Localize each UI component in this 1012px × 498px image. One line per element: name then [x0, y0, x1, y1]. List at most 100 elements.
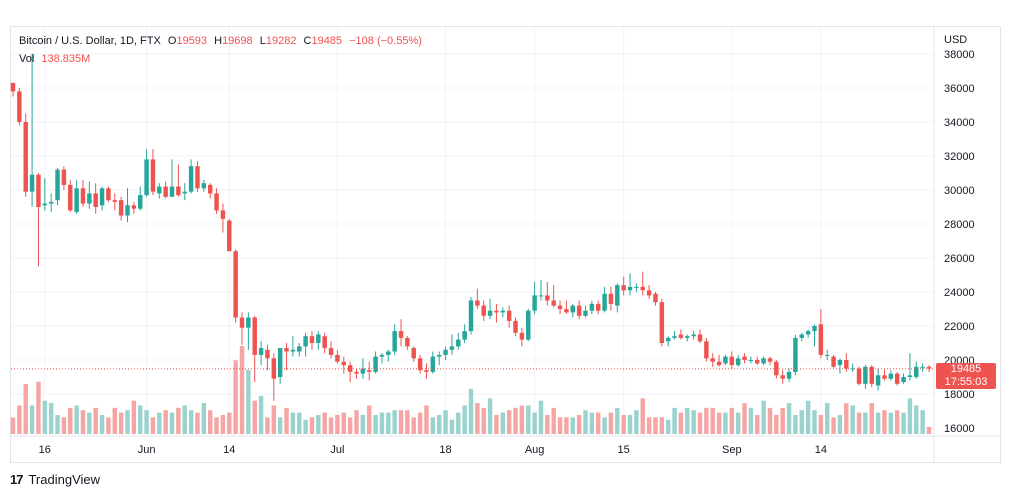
candle-body — [589, 303, 595, 311]
candle-body — [646, 290, 652, 296]
volume-bar — [10, 417, 16, 434]
candle-body — [920, 366, 925, 368]
bar-countdown: 17:55:03 — [944, 375, 988, 388]
volume-bar — [360, 414, 366, 434]
footer-brand[interactable]: 17 TradingView — [10, 472, 100, 487]
last-price-tag: 19485 17:55:03 — [936, 362, 996, 389]
x-tick-label: Aug — [525, 444, 545, 456]
volume-bar — [93, 407, 98, 434]
candle-body — [685, 336, 690, 338]
volume-bar — [87, 412, 92, 434]
volume-bar — [271, 405, 277, 434]
candle-body — [220, 210, 226, 219]
candle-body — [341, 361, 347, 366]
volume-bar — [347, 417, 353, 434]
candle-body — [360, 368, 366, 374]
volume-bar — [710, 407, 715, 434]
candle-body — [735, 358, 741, 366]
volume-bar — [735, 412, 741, 434]
candle-body — [672, 336, 677, 338]
legend-low-value: 19282 — [265, 35, 297, 47]
candle-body — [169, 186, 175, 197]
volume-bar — [570, 417, 576, 434]
volume-bar — [462, 405, 467, 434]
volume-bar — [583, 410, 588, 434]
volume-bar — [233, 360, 238, 434]
y-tick-label: 18000 — [944, 389, 975, 401]
candle-body — [87, 193, 92, 204]
candle-body — [850, 368, 855, 370]
candle-body — [214, 193, 219, 211]
volume-bar — [144, 410, 149, 434]
y-tick-label: 28000 — [944, 219, 975, 231]
candle-body — [538, 295, 544, 297]
volume-bar — [914, 405, 919, 434]
x-tick-label: Jul — [330, 444, 344, 456]
volume-bar — [786, 403, 792, 434]
candle-body — [150, 159, 156, 192]
candle-body — [653, 293, 658, 303]
volume-bar — [627, 414, 633, 434]
candle-body — [914, 366, 919, 377]
candle-body — [659, 302, 665, 343]
volume-bar — [831, 417, 836, 434]
volume-bar — [424, 405, 429, 434]
volume-bar — [48, 403, 54, 434]
volume-bar — [615, 407, 620, 434]
candle-body — [303, 336, 308, 347]
volume-bar — [481, 407, 486, 434]
y-tick-label: 24000 — [944, 287, 975, 299]
legend-symbol[interactable]: Bitcoin / U.S. Dollar, 1D, FTX — [19, 35, 161, 47]
volume-bar — [386, 412, 391, 434]
currency-label[interactable]: USD — [944, 34, 968, 46]
volume-bar — [761, 400, 766, 434]
candle-body — [182, 191, 187, 194]
candle-body — [805, 331, 811, 335]
candle-body — [131, 205, 137, 209]
volume-bar — [456, 412, 461, 434]
candle-body — [125, 205, 130, 216]
y-tick-label: 22000 — [944, 321, 975, 333]
candle-body — [188, 166, 194, 192]
volume-bar — [875, 412, 881, 434]
volume-bar — [169, 412, 175, 434]
candle-body — [831, 356, 836, 367]
legend-vol-label[interactable]: Vol — [19, 53, 35, 65]
candle-body — [755, 360, 760, 364]
candle-body — [201, 183, 207, 189]
candle-body — [246, 317, 251, 328]
volume-bar — [704, 407, 709, 434]
volume-bar — [665, 419, 671, 434]
candle-body — [379, 354, 385, 357]
volume-bar — [220, 414, 226, 434]
candle-body — [545, 295, 550, 301]
volume-bar — [303, 419, 308, 434]
x-tick-label: Jun — [138, 444, 156, 456]
candle-body — [176, 186, 181, 196]
candle-body — [793, 337, 798, 372]
candle-body — [93, 193, 98, 207]
volume-bar — [354, 410, 359, 434]
volume-bar — [812, 410, 817, 434]
volume-bar — [640, 398, 645, 434]
candle-body — [392, 331, 397, 352]
legend-change: −108 (−0.55%) — [349, 35, 422, 47]
candle-body — [277, 348, 283, 377]
volume-bar — [61, 417, 67, 434]
y-tick-label: 16000 — [944, 423, 975, 435]
candle-body — [144, 159, 149, 196]
volume-bar — [335, 414, 340, 434]
candle-body — [36, 174, 41, 207]
volume-bar — [277, 417, 283, 434]
volume-bar — [557, 417, 563, 434]
footer-brand-text: TradingView — [28, 472, 101, 487]
volume-bar — [576, 414, 582, 434]
volume-bar — [163, 410, 168, 434]
legend-close-value: 19485 — [311, 35, 343, 47]
candle-body — [786, 371, 792, 379]
volume-bar — [379, 412, 385, 434]
candle-body — [411, 348, 416, 359]
candle-body — [468, 300, 474, 332]
candle-body — [462, 331, 467, 340]
